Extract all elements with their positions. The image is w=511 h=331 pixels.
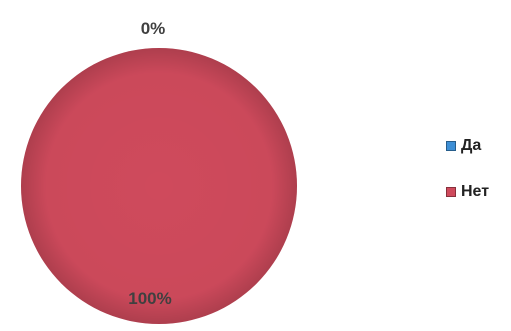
pie-shading — [21, 48, 297, 324]
legend-label-net: Нет — [461, 183, 490, 200]
legend-label-da: Да — [461, 137, 482, 154]
data-label-da: 0% — [141, 19, 166, 38]
legend-swatch-net — [446, 187, 456, 197]
legend: Да Нет — [446, 136, 489, 228]
data-label-net: 100% — [128, 289, 171, 308]
legend-item-net: Нет — [446, 182, 489, 202]
legend-item-da: Да — [446, 136, 489, 156]
legend-swatch-da — [446, 141, 456, 151]
